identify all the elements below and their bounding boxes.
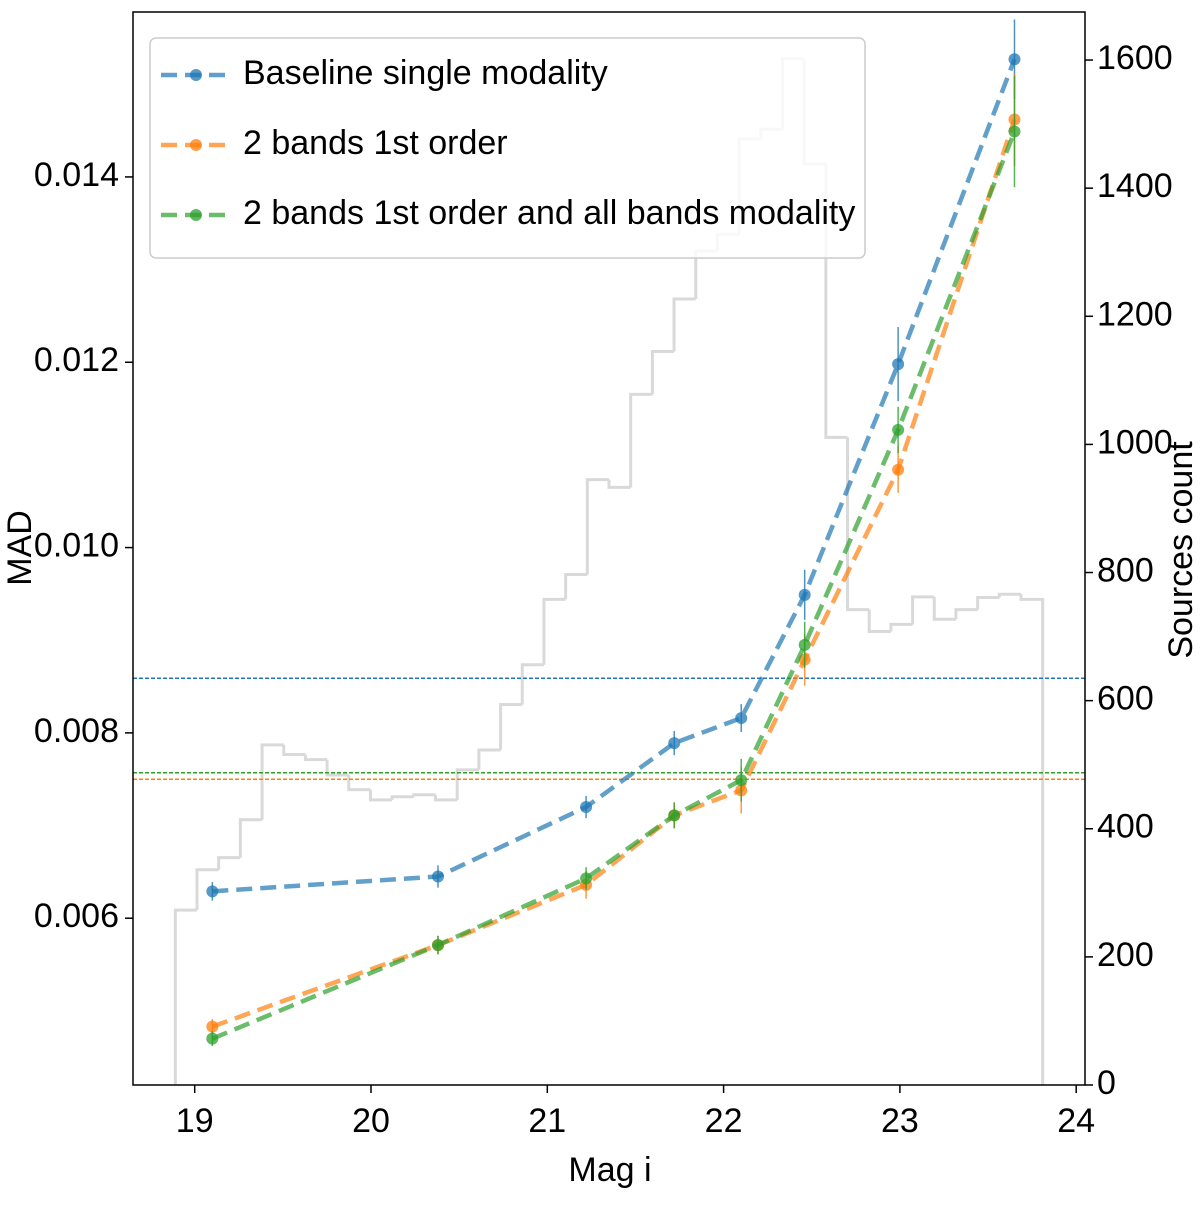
- data-point: [798, 638, 811, 651]
- y-tick-label: 0.014: [34, 156, 119, 194]
- legend-marker: [190, 139, 202, 151]
- y-tick-label: 0.008: [34, 712, 119, 750]
- x-tick-label: 19: [176, 1102, 214, 1140]
- histogram-bin: [195, 868, 219, 911]
- histogram-bin: [368, 789, 393, 802]
- histogram-bin: [585, 478, 609, 575]
- histogram-bin: [564, 572, 588, 600]
- data-point: [892, 358, 905, 371]
- data-point: [431, 939, 444, 952]
- data-point: [892, 423, 905, 436]
- y2-tick-label: 0: [1097, 1064, 1116, 1102]
- histogram-bin: [520, 663, 544, 705]
- histogram-bin: [325, 759, 349, 777]
- histogram-bin: [607, 479, 631, 489]
- histogram-bin: [434, 794, 458, 802]
- data-point: [206, 885, 219, 898]
- x-tick-label: 24: [1057, 1102, 1095, 1140]
- data-point: [580, 872, 593, 885]
- data-point: [206, 1020, 219, 1033]
- histogram-bin: [889, 622, 913, 632]
- histogram-bin: [650, 350, 675, 395]
- histogram-bin: [477, 748, 501, 770]
- y-tick-label: 0.006: [34, 897, 119, 935]
- y-tick-label: 0.010: [34, 527, 119, 565]
- x-tick-label: 20: [352, 1102, 390, 1140]
- histogram-bin: [282, 744, 306, 756]
- x-tick-label: 21: [528, 1102, 566, 1140]
- histogram-bin: [260, 743, 284, 820]
- y2-tick-label: 200: [1097, 936, 1154, 974]
- histogram-bin: [629, 392, 653, 488]
- y2-tick-label: 1200: [1097, 295, 1173, 333]
- y-axis-label: MAD: [1, 510, 39, 586]
- y2-tick-label: 800: [1097, 552, 1154, 590]
- legend-label: 2 bands 1st order and all bands modality: [243, 194, 855, 232]
- data-point: [431, 870, 444, 883]
- data-point: [1008, 125, 1021, 138]
- y2-tick-label: 600: [1097, 680, 1154, 718]
- data-point: [1008, 53, 1021, 66]
- histogram-bin: [455, 768, 479, 800]
- data-point: [735, 774, 748, 787]
- data-point: [892, 463, 905, 476]
- legend-marker: [190, 69, 202, 81]
- histogram-bin: [499, 702, 523, 750]
- histogram-bin: [1019, 594, 1045, 1085]
- histogram-bin: [867, 609, 891, 633]
- histogram-bin: [303, 754, 328, 762]
- y-tick-label: 0.012: [34, 341, 119, 379]
- y2-tick-label: 400: [1097, 808, 1154, 846]
- histogram-bin: [347, 774, 371, 792]
- legend-marker: [190, 209, 202, 221]
- x-tick-label: 22: [705, 1102, 743, 1140]
- series-line: [211, 130, 1017, 1041]
- y2-tick-label: 1000: [1097, 423, 1173, 461]
- data-point: [206, 1032, 219, 1045]
- histogram-bin: [412, 793, 436, 797]
- histogram-bin: [542, 597, 566, 665]
- y2-tick-label: 1400: [1097, 167, 1173, 205]
- histogram-bin: [390, 795, 414, 800]
- legend-box: [149, 37, 866, 259]
- histogram-bin: [217, 856, 241, 870]
- histogram-bin: [976, 596, 1000, 610]
- histogram-bin: [932, 596, 956, 621]
- y2-tick-label: 1600: [1097, 39, 1173, 77]
- plot-frame: [132, 11, 1086, 1086]
- data-point: [735, 712, 748, 725]
- histogram-bin: [173, 908, 197, 1085]
- histogram-bin: [238, 818, 263, 858]
- data-point: [668, 809, 681, 822]
- histogram-bin: [911, 595, 935, 625]
- data-point: [668, 737, 681, 750]
- legend-label: Baseline single modality: [243, 54, 608, 92]
- x-tick-label: 23: [881, 1102, 919, 1140]
- data-point: [798, 588, 811, 601]
- x-axis-label: Mag i: [568, 1151, 651, 1189]
- series-line: [212, 58, 1017, 894]
- legend-label: 2 bands 1st order: [243, 124, 508, 162]
- histogram-bin: [672, 297, 696, 352]
- histogram-bin: [954, 608, 978, 620]
- histogram-bin: [997, 592, 1021, 598]
- data-point: [580, 801, 593, 814]
- y2-axis-label: Sources count: [1162, 441, 1200, 659]
